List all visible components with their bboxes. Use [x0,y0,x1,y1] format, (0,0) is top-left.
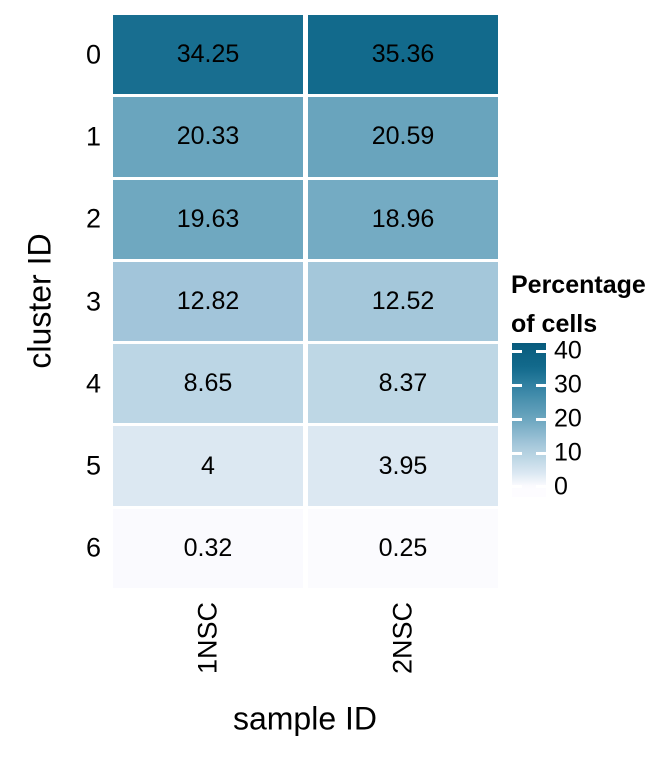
legend-tick-dash [512,349,522,353]
legend-tick-dash [536,383,546,387]
legend-tick-dash [512,383,522,387]
y-tick-label: 2 [85,203,101,234]
heatmap-cell: 35.36 [308,15,498,95]
legend-title-line1: Percentage [511,271,646,299]
legend-title: Percentage of cells [511,266,646,344]
heatmap-cell: 20.33 [113,97,303,177]
y-tick-label: 6 [85,532,101,563]
legend-tick-label: 30 [554,370,582,399]
legend-tick-dash [512,485,522,489]
heatmap-cell: 8.65 [113,344,303,424]
heatmap-cell: 3.95 [308,426,498,506]
heatmap-cell: 12.52 [308,261,498,342]
heatmap-cell: 34.25 [113,15,303,95]
heatmap-cell: 8.37 [308,344,498,424]
legend-tick-label: 10 [554,438,582,467]
heatmap-cell: 18.96 [308,179,498,259]
y-tick-label: 1 [85,121,101,152]
legend-tick-dash [536,349,546,353]
legend-tick-label: 0 [554,472,568,501]
heatmap-cell: 19.63 [113,179,303,259]
x-tick-label: 2NSC [387,601,418,675]
heatmap-cell: 4 [113,426,303,506]
legend-tick-label: 40 [554,336,582,365]
y-tick-label: 3 [85,286,101,316]
legend-tick-dash [536,485,546,489]
heatmap-cell: 0.32 [113,508,303,588]
legend-tick-label: 20 [554,404,582,433]
legend-tick-dash [536,417,546,421]
legend-tick-dash [536,451,546,455]
legend-tick-dash [512,451,522,455]
heatmap-cell: 12.82 [113,261,303,342]
legend-title-line2: of cells [511,310,598,338]
y-tick-label: 4 [85,368,101,399]
y-tick-label: 0 [85,39,101,70]
heatmap-panel: 34.25 35.36 20.33 20.59 19.63 18.96 12.82 12.52… [113,15,498,588]
y-tick-label: 5 [85,450,101,481]
legend-tick-dash [512,417,522,421]
heatmap-cell: 0.25 [308,508,498,588]
heatmap-cell: 20.59 [308,97,498,177]
x-tick-label: 1NSC [192,601,223,675]
x-axis-title: sample ID [232,700,378,737]
